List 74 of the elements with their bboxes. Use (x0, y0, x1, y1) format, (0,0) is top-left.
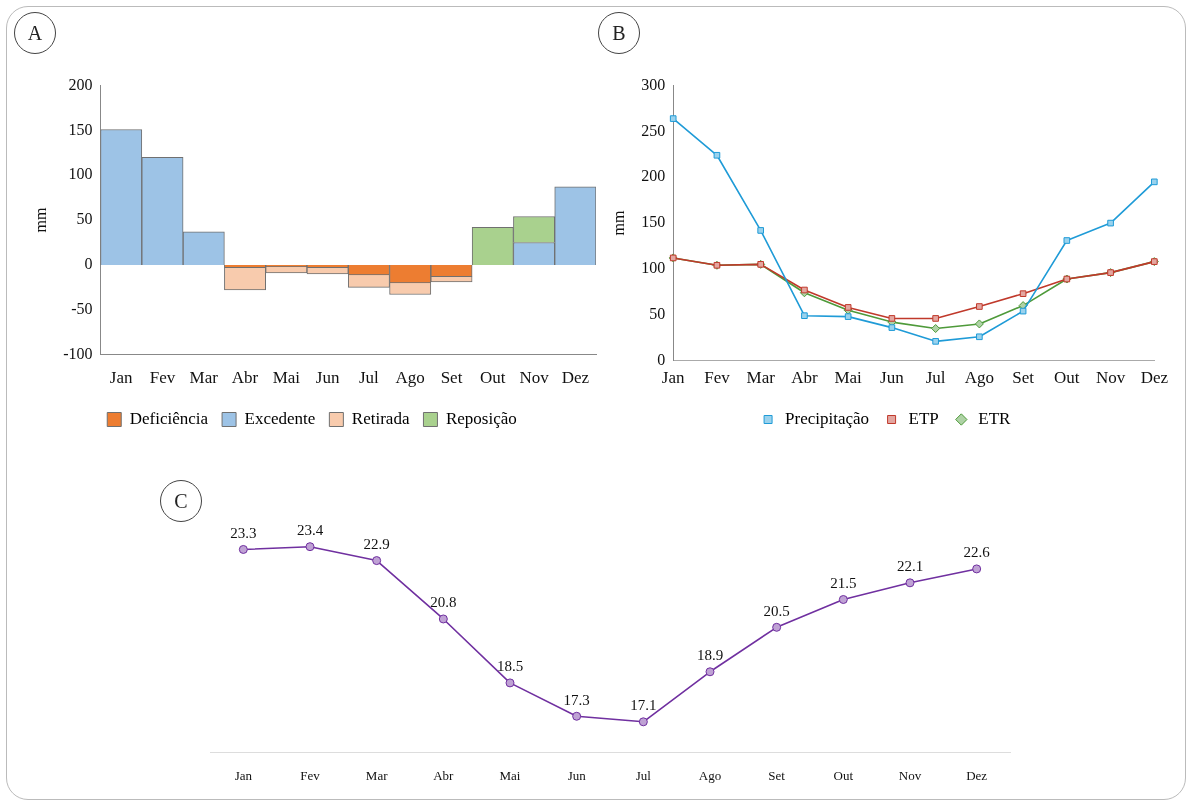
x-tick-label: Mai (834, 368, 863, 388)
chart-title: B (598, 12, 640, 54)
data-label: 20.5 (763, 602, 790, 619)
data-label: 23.3 (230, 524, 257, 541)
x-tick-label: Fev (149, 368, 176, 388)
data-label: 22.9 (363, 536, 390, 553)
x-tick-label: Ago (395, 368, 425, 388)
y-tick-label: 150 (641, 213, 666, 231)
x-tick-label: Fev (300, 767, 321, 783)
y-tick-label: -50 (71, 299, 93, 317)
y-tick-label: 100 (641, 259, 666, 277)
y-axis-title: mm (31, 207, 49, 233)
legend-label: ETR (978, 408, 1012, 428)
y-tick-label: 200 (68, 75, 93, 93)
x-tick-label: Dez (561, 368, 590, 388)
data-label: 18.9 (696, 647, 724, 664)
x-tick-label: Jul (925, 368, 946, 388)
x-tick-label: Out (833, 767, 854, 783)
data-label: 18.5 (496, 658, 524, 675)
y-tick-label: 250 (641, 121, 666, 139)
chart-title: C (160, 480, 202, 522)
x-tick-label: Mar (189, 368, 219, 388)
x-tick-label: Nov (1095, 368, 1126, 388)
x-tick-label: Mai (272, 368, 301, 388)
y-tick-label: 100 (68, 165, 93, 183)
x-tick-label: Dez (1140, 368, 1169, 388)
data-label: 23.4 (296, 522, 324, 539)
x-tick-label: Abr (791, 368, 818, 388)
y-axis-title: mm (609, 210, 627, 236)
x-tick-label: Set (1012, 368, 1035, 388)
x-tick-label: Jan (234, 767, 253, 783)
x-tick-label: Out (1054, 368, 1080, 388)
data-label: 21.5 (830, 574, 857, 591)
x-tick-label: Jul (358, 368, 380, 388)
x-tick-label: Jun (567, 767, 587, 783)
y-tick-label: 150 (68, 120, 93, 138)
legend-label: Deficiência (129, 408, 209, 428)
x-tick-label: Set (768, 767, 786, 783)
data-label: 17.1 (630, 697, 657, 714)
x-tick-label: Ago (964, 368, 995, 388)
legend-label: Retirada (351, 408, 410, 428)
y-tick-label: 0 (657, 350, 666, 368)
x-tick-label: Nov (519, 368, 550, 388)
x-tick-label: Jun (315, 368, 340, 388)
x-tick-label: Abr (231, 368, 259, 388)
data-label: 22.6 (963, 544, 991, 561)
x-tick-label: Abr (433, 767, 455, 783)
x-tick-label: Jan (661, 368, 686, 388)
x-tick-label: Mar (365, 767, 389, 783)
x-tick-label: Nov (898, 767, 922, 783)
data-label: 20.8 (430, 594, 457, 611)
x-tick-label: Dez (966, 767, 988, 783)
x-tick-label: Mar (746, 368, 776, 388)
x-tick-label: Mai (499, 767, 521, 783)
data-label: 17.3 (563, 691, 590, 708)
x-tick-label: Fev (704, 368, 731, 388)
x-tick-label: Out (480, 368, 506, 388)
legend-label: Precipitação (785, 408, 870, 428)
y-tick-label: 200 (641, 167, 666, 185)
legend-label: Reposição (445, 408, 517, 428)
x-tick-label: Set (440, 368, 463, 388)
x-tick-label: Jun (880, 368, 905, 388)
y-tick-label: -100 (63, 344, 93, 362)
legend-label: ETP (908, 408, 939, 428)
y-tick-label: 300 (641, 75, 666, 93)
y-tick-label: 0 (84, 255, 93, 273)
x-tick-label: Jul (635, 767, 652, 783)
y-tick-label: 50 (76, 210, 93, 228)
x-tick-label: Ago (698, 767, 722, 783)
data-label: 22.1 (896, 558, 924, 575)
legend-label: Excedente (244, 408, 316, 428)
x-tick-label: Jan (109, 368, 133, 388)
y-tick-label: 50 (649, 304, 666, 322)
chart-title: A (14, 12, 56, 54)
